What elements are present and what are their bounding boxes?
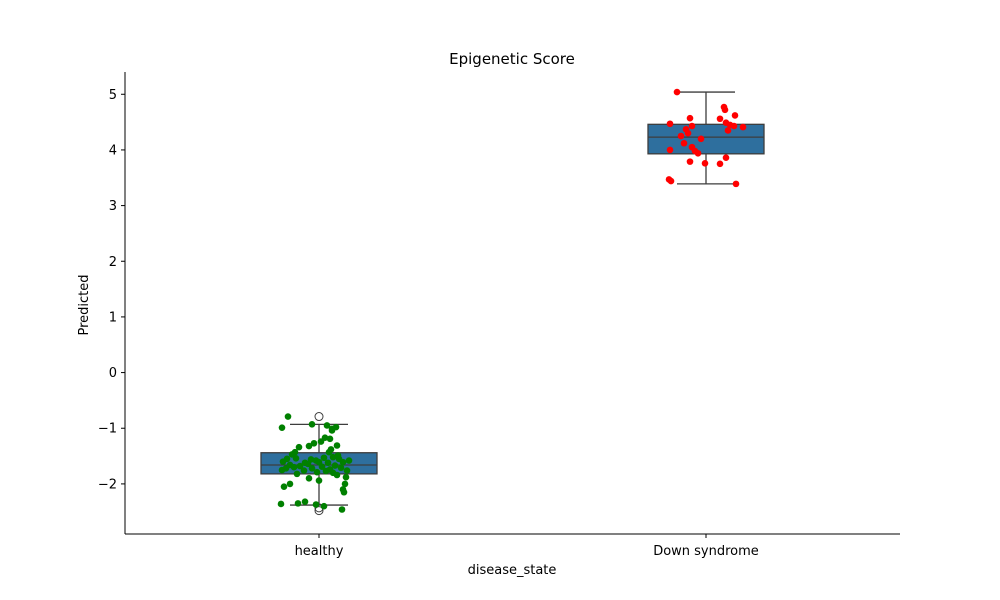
data-point — [284, 413, 292, 420]
data-point — [320, 454, 328, 462]
data-point — [322, 467, 330, 475]
outlier-marker — [314, 506, 324, 516]
data-point — [684, 129, 692, 137]
data-point — [324, 459, 332, 467]
data-point — [325, 448, 333, 456]
x-tick-label: healthy — [295, 544, 344, 559]
data-point — [305, 475, 313, 482]
data-point — [310, 439, 318, 447]
data-point — [278, 424, 286, 431]
data-point — [293, 470, 301, 478]
data-point — [716, 115, 724, 123]
data-point — [673, 88, 681, 96]
data-point — [277, 500, 285, 508]
data-point — [739, 123, 747, 131]
data-point — [312, 501, 320, 508]
data-point — [686, 114, 694, 122]
data-point — [716, 160, 724, 168]
data-point — [328, 427, 336, 434]
data-point — [313, 468, 321, 476]
data-point — [304, 460, 312, 468]
y-tick-label: 3 — [109, 199, 117, 214]
data-point — [337, 464, 345, 472]
data-point — [677, 132, 685, 140]
data-point — [294, 500, 302, 507]
data-point — [279, 458, 287, 465]
data-point — [331, 462, 339, 469]
y-tick-label: 5 — [109, 88, 117, 103]
data-point — [721, 106, 729, 114]
data-point — [342, 473, 350, 481]
data-point — [290, 463, 298, 471]
y-tick-label: −1 — [98, 422, 117, 437]
data-point — [308, 421, 316, 428]
data-point — [686, 158, 694, 165]
data-point — [318, 463, 326, 470]
data-point — [296, 462, 304, 470]
data-point — [333, 471, 341, 479]
data-point — [329, 453, 337, 461]
data-point — [286, 480, 294, 488]
data-point — [680, 139, 688, 147]
y-tick-label: 2 — [109, 255, 117, 270]
data-point — [731, 112, 739, 119]
data-point — [688, 122, 696, 130]
data-point — [339, 458, 347, 466]
box-iqr — [647, 123, 765, 155]
data-point — [308, 465, 316, 472]
outlier-marker — [314, 412, 324, 422]
data-point — [317, 438, 325, 445]
data-point — [295, 443, 303, 451]
x-tick-label: Down syndrome — [653, 544, 759, 559]
data-point — [666, 120, 674, 128]
data-point — [345, 457, 353, 464]
data-point — [305, 442, 313, 450]
data-point — [333, 442, 341, 449]
data-point — [278, 466, 286, 474]
data-point — [292, 454, 300, 462]
data-point — [323, 422, 331, 429]
data-point — [732, 180, 740, 188]
data-point — [667, 177, 675, 185]
y-tick-label: −2 — [98, 477, 117, 492]
data-point — [300, 467, 308, 474]
data-point — [340, 488, 348, 496]
data-point — [338, 506, 346, 513]
x-axis-label: disease_state — [468, 563, 557, 578]
plot-area: −2 −1 0 1 2 3 4 5 healthy Down syndrome — [98, 72, 900, 559]
data-point — [730, 122, 738, 130]
data-point — [341, 480, 349, 488]
data-point — [697, 135, 705, 143]
data-point — [343, 467, 351, 474]
data-point — [280, 483, 288, 490]
y-axis-label: Predicted — [77, 274, 92, 335]
y-tick-label: 1 — [109, 310, 117, 325]
data-point — [694, 149, 702, 157]
data-point — [301, 498, 309, 506]
data-point — [701, 159, 709, 167]
y-tick-label: 4 — [109, 143, 117, 158]
chart-title: Epigenetic Score — [449, 50, 575, 68]
data-point — [722, 154, 730, 162]
data-point — [666, 146, 674, 154]
data-point — [315, 477, 323, 484]
data-point — [320, 502, 328, 510]
y-tick-label: 0 — [109, 366, 117, 381]
data-point — [326, 435, 334, 443]
data-point — [724, 127, 732, 134]
